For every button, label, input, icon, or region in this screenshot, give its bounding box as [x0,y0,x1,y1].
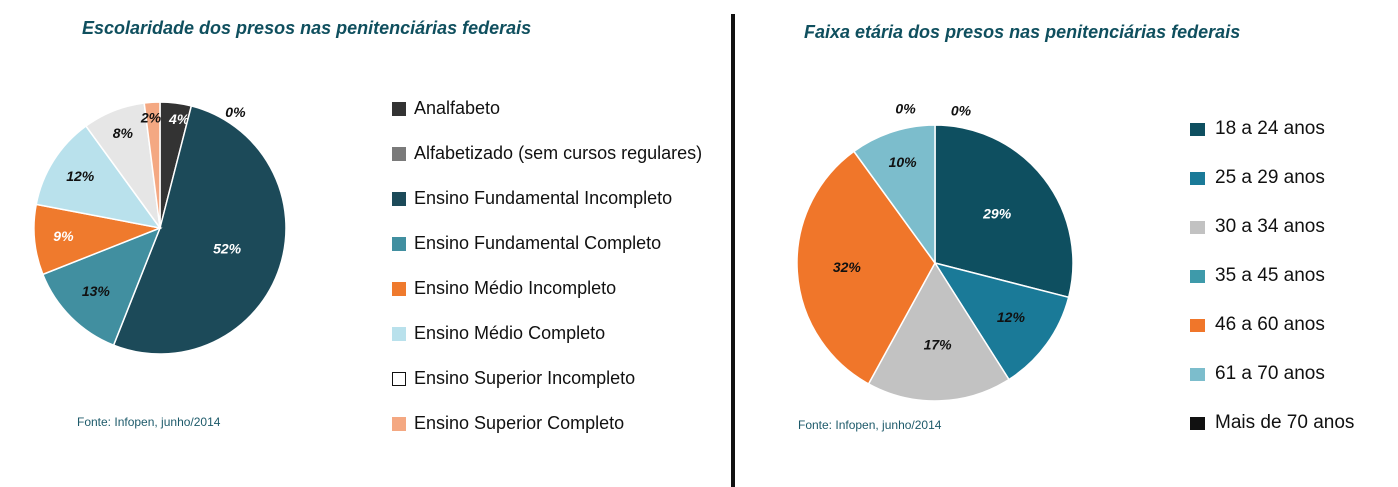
slice-label-ensino-fundamental-completo: 13% [82,283,111,299]
pie-slice-ensino-medio-completo [35,125,162,230]
chart-title: Faixa etária dos presos nas penitenciári… [804,22,1241,42]
legend-swatch [392,281,406,296]
legend-item-18-a-24-anos: 18 a 24 anos [1190,118,1325,140]
legend-label: 18 a 24 anos [1215,118,1325,139]
slice-label-mais-de-70-anos: 0% [895,101,916,117]
chart-title: Escolaridade dos presos nas penitenciári… [82,18,532,38]
pie-slice-18-a-24-anos [934,124,1074,299]
pie-slice-ensino-superior-completo [143,101,161,229]
legend-swatch [1190,171,1205,185]
legend-label: 46 a 60 anos [1215,314,1325,335]
pie-chart: 29% 12% 17% 32% 10% 0% 0% [796,101,1074,402]
legend-label: Alfabetizado (sem cursos regulares) [414,143,703,163]
legend-label: 25 a 29 anos [1215,167,1325,188]
legend-item-35-a-45-anos: 35 a 45 anos [1190,265,1325,287]
legend-swatch [392,326,406,341]
legend-label: Ensino Médio Incompleto [414,278,617,298]
legend-label: Analfabeto [414,98,501,118]
legend-item-mais-de-70-anos: Mais de 70 anos [1190,412,1354,434]
legend-item-ensino-medio-incompleto: Ensino Médio Incompleto [392,278,616,299]
legend-item-alfabetizado-sem-cursos-regulares: Alfabetizado (sem cursos regulares) [392,143,702,164]
source-note: Fonte: Infopen, junho/2014 [798,418,942,432]
legend-swatch [392,371,406,386]
slice-label-ensino-medio-completo: 12% [66,168,95,184]
slice-label-25-a-29-anos: 12% [997,309,1026,325]
pie-slice-61-a-70-anos [852,124,936,266]
legend-swatch [1190,318,1205,332]
legend-item-30-a-34-anos: 30 a 34 anos [1190,216,1325,238]
legend-item-ensino-fundamental-incompleto: Ensino Fundamental Incompleto [392,188,672,209]
pie-slice-ensino-fundamental-incompleto [112,105,287,355]
slice-label-ensino-superior-completo: 2% [140,109,162,125]
legend-swatch [392,191,406,206]
legend-swatch [392,236,406,251]
legend-label: 35 a 45 anos [1215,265,1325,286]
legend-item-61-a-70-anos: 61 a 70 anos [1190,363,1325,385]
legend-item-ensino-superior-completo: Ensino Superior Completo [392,413,624,434]
legend-item-ensino-medio-completo: Ensino Médio Completo [392,323,605,344]
legend-swatch [392,146,406,161]
pie-slice-25-a-29-anos [933,261,1070,381]
legend-swatch [1190,416,1205,430]
legend-item-25-a-29-anos: 25 a 29 anos [1190,167,1325,189]
slice-label-alfabetizado-sem-cursos-regulares: 0% [225,104,246,120]
slice-label-ensino-superior-incompleto: 8% [113,125,134,141]
slice-label-46-a-60-anos: 32% [833,259,862,275]
legend-swatch [392,101,406,116]
legend-item-ensino-fundamental-completo: Ensino Fundamental Completo [392,233,661,254]
legend-item-analfabeto: Analfabeto [392,98,500,119]
age-chart-panel: Faixa etária dos presos nas penitenciári… [737,0,1398,487]
pie-slice-30-a-34-anos [867,261,1010,402]
slice-label-61-a-70-anos: 10% [889,154,918,170]
slice-label-analfabeto: 4% [168,111,190,127]
source-note: Fonte: Infopen, junho/2014 [77,415,221,429]
pie-slice-46-a-60-anos [796,150,936,385]
slice-label-extra: 0% [951,103,972,119]
legend-label: Ensino Fundamental Incompleto [414,188,673,208]
legend-label: Ensino Superior Incompleto [414,368,636,388]
legend-item-ensino-superior-incompleto: Ensino Superior Incompleto [392,368,635,389]
pie-chart: 4% 0% 52% 13% 9% 12% 8% 2% [33,101,287,355]
legend-swatch [1190,122,1205,136]
legend-label: 30 a 34 anos [1215,216,1325,237]
legend-swatch [392,416,406,431]
pie-slice-ensino-fundamental-completo [41,226,162,347]
legend-label: 61 a 70 anos [1215,363,1325,384]
legend-swatch [1190,269,1205,283]
legend-label: Ensino Fundamental Completo [414,233,662,253]
slice-label-18-a-24-anos: 29% [982,205,1012,221]
legend-swatch [1190,220,1205,234]
legend-label: Mais de 70 anos [1215,412,1355,433]
slice-label-ensino-fundamental-incompleto: 52% [213,241,242,257]
panel-divider [731,14,735,487]
legend-swatch [1190,367,1205,381]
legend-item-46-a-60-anos: 46 a 60 anos [1190,314,1325,336]
schooling-chart-panel: Escolaridade dos presos nas penitenciári… [33,18,702,434]
slice-label-ensino-medio-incompleto: 9% [53,228,74,244]
slice-label-30-a-34-anos: 17% [924,336,953,352]
legend-label: Ensino Médio Completo [414,323,606,343]
legend-label: Ensino Superior Completo [414,413,625,433]
